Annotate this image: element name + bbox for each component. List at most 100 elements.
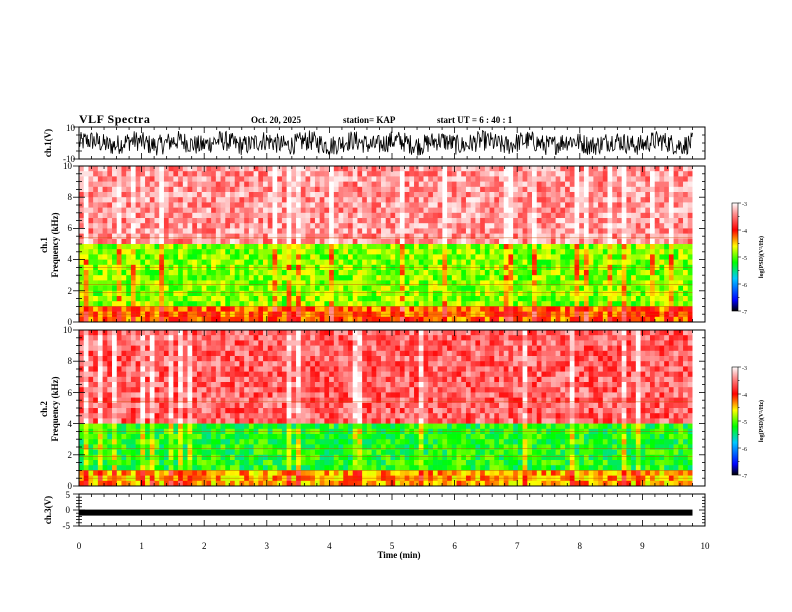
spectrogram-cell <box>258 181 264 188</box>
spectrogram-cell <box>650 176 656 182</box>
spectrogram-cell <box>366 218 372 224</box>
spectrogram-cell <box>277 176 283 182</box>
spectrogram-cell <box>305 171 311 177</box>
spectrogram-cell <box>583 316 589 323</box>
spectrogram-cell <box>574 238 580 245</box>
spectrogram-cell <box>173 166 179 172</box>
spectrogram-cell <box>102 249 108 255</box>
spectrogram-cell <box>569 197 575 203</box>
spectrogram-cell <box>267 259 273 266</box>
spectrogram-cell <box>437 228 443 234</box>
spectrogram-cell <box>182 166 188 172</box>
spectrogram-cell <box>102 340 108 346</box>
spectrogram-cell <box>650 171 656 177</box>
spectrogram-cell <box>272 270 278 276</box>
spectrogram-cell <box>687 233 693 240</box>
spectrogram-cell <box>376 244 382 250</box>
spectrogram-cell <box>173 218 179 224</box>
spectrogram-cell <box>475 192 481 198</box>
spectrogram-cell <box>173 296 179 302</box>
spectrogram-cell <box>168 212 174 219</box>
spectrogram-cell <box>286 316 292 323</box>
spectrogram-cell <box>248 296 254 302</box>
spectrogram-cell <box>503 290 509 297</box>
spectrogram-cell <box>522 228 528 234</box>
spectrogram-cell <box>376 285 382 292</box>
spectrogram-cell <box>173 439 179 445</box>
spectrogram-cell <box>616 176 622 182</box>
spectrogram-cell <box>196 350 202 357</box>
spectrogram-cell <box>588 233 594 240</box>
spectrogram-cell <box>116 270 122 276</box>
spectrogram-cell <box>201 244 207 250</box>
spectrogram-cell <box>409 233 415 240</box>
spectrogram-cell <box>546 228 552 234</box>
spectrogram-cell <box>159 233 165 240</box>
spectrogram-cell <box>635 306 641 312</box>
spectrogram-cell <box>319 244 325 250</box>
spectrogram-cell <box>159 439 165 445</box>
spectrogram-cell <box>659 254 665 260</box>
spectrogram-cell <box>130 423 136 430</box>
spectrogram-cell <box>550 238 556 245</box>
spectrogram-cell <box>414 233 420 240</box>
spectrogram-cell <box>546 192 552 198</box>
spectrogram-cell <box>93 244 99 250</box>
spectrogram-cell <box>404 290 410 297</box>
spectrogram-cell <box>112 275 118 281</box>
spectrogram-cell <box>107 470 113 476</box>
spectrogram-cell <box>565 249 571 255</box>
spectrogram-cell <box>154 197 160 203</box>
spectrogram-cell <box>456 207 462 214</box>
spectrogram-cell <box>291 233 297 240</box>
spectrogram-cell <box>659 290 665 297</box>
spectrogram-cell <box>130 176 136 182</box>
spectrogram-cell <box>319 166 325 172</box>
spectrogram-cell <box>598 296 604 302</box>
spectrogram-cell <box>225 186 231 193</box>
spectrogram-cell <box>196 290 202 297</box>
spectrogram-cell <box>192 296 198 302</box>
spectrogram-cell <box>211 171 217 177</box>
spectrogram-cell <box>324 270 330 276</box>
spectrogram-cell <box>135 306 141 312</box>
spectrogram-cell <box>300 171 306 177</box>
spectrogram-cell <box>527 249 533 255</box>
spectrogram-cell <box>527 270 533 276</box>
spectrogram-cell <box>465 166 471 172</box>
spectrogram-cell <box>447 186 453 193</box>
spectrogram-cell <box>258 270 264 276</box>
spectrogram-cell <box>409 207 415 214</box>
spectrogram-cell <box>522 244 528 250</box>
spectrogram-cell <box>645 249 651 255</box>
spectrogram-cell <box>116 449 122 456</box>
spectrogram-cell <box>187 166 193 172</box>
spectrogram-cell <box>546 316 552 323</box>
spectrogram-cell <box>234 238 240 245</box>
spectrogram-cell <box>253 301 259 307</box>
spectrogram-cell <box>447 218 453 224</box>
spectrogram-cell <box>588 207 594 214</box>
spectrogram-cell <box>451 296 457 302</box>
spectrogram-cell <box>683 270 689 276</box>
spectrogram-cell <box>442 301 448 307</box>
spectrogram-cell <box>154 301 160 307</box>
spectrogram-cell <box>607 218 613 224</box>
spectrogram-cell <box>447 181 453 188</box>
spectrogram-cell <box>343 218 349 224</box>
spectrogram-cell <box>187 371 193 378</box>
spectrogram-cell <box>588 301 594 307</box>
spectrogram-cell <box>163 228 169 234</box>
spectrogram-cell <box>178 218 184 224</box>
spectrogram-cell <box>178 387 184 393</box>
spectrogram-cell <box>178 434 184 440</box>
spectrogram-cell <box>343 186 349 193</box>
spectrogram-cell <box>329 171 335 177</box>
spectrogram-cell <box>244 259 250 266</box>
spectrogram-cell <box>211 186 217 193</box>
spectrogram-cell <box>418 202 424 208</box>
spectrogram-cell <box>79 223 85 229</box>
spectrogram-cell <box>399 192 405 198</box>
spectrogram-cell <box>178 345 184 352</box>
spectrogram-cell <box>527 238 533 245</box>
